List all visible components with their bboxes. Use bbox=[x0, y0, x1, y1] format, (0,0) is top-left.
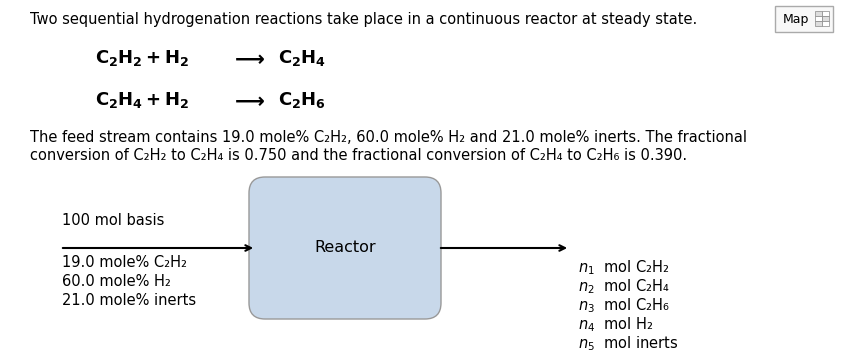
Bar bbox=[821, 21, 828, 26]
Text: 60.0 mole% H₂: 60.0 mole% H₂ bbox=[62, 274, 170, 289]
Text: 100 mol basis: 100 mol basis bbox=[62, 213, 165, 228]
Text: $\mathbf{\longrightarrow}$: $\mathbf{\longrightarrow}$ bbox=[230, 90, 265, 110]
Text: conversion of C₂H₂ to C₂H₄ is 0.750 and the fractional conversion of C₂H₄ to C₂H: conversion of C₂H₂ to C₂H₄ is 0.750 and … bbox=[30, 148, 686, 163]
FancyBboxPatch shape bbox=[249, 177, 441, 319]
Text: $\mathit{n}_{1}$  mol C₂H₂: $\mathit{n}_{1}$ mol C₂H₂ bbox=[577, 258, 668, 277]
Text: Map: Map bbox=[782, 12, 809, 25]
Text: $\mathbf{C_2H_2 + H_2}$: $\mathbf{C_2H_2 + H_2}$ bbox=[95, 48, 189, 68]
Text: $\mathbf{C_2H_4 + H_2}$: $\mathbf{C_2H_4 + H_2}$ bbox=[95, 90, 189, 110]
Bar bbox=[814, 16, 821, 21]
Text: $\mathbf{C_2H_6}$: $\mathbf{C_2H_6}$ bbox=[278, 90, 326, 110]
Text: 19.0 mole% C₂H₂: 19.0 mole% C₂H₂ bbox=[62, 255, 187, 270]
Bar bbox=[821, 11, 828, 16]
Text: 21.0 mole% inerts: 21.0 mole% inerts bbox=[62, 293, 196, 308]
Text: Reactor: Reactor bbox=[314, 241, 376, 256]
Bar bbox=[814, 21, 821, 26]
Bar bbox=[814, 11, 821, 16]
Text: $\mathit{n}_{3}$  mol C₂H₆: $\mathit{n}_{3}$ mol C₂H₆ bbox=[577, 296, 669, 315]
FancyBboxPatch shape bbox=[774, 6, 832, 32]
Text: $\mathit{n}_{4}$  mol H₂: $\mathit{n}_{4}$ mol H₂ bbox=[577, 315, 652, 334]
Text: $\mathit{n}_{2}$  mol C₂H₄: $\mathit{n}_{2}$ mol C₂H₄ bbox=[577, 277, 669, 296]
Text: $\mathit{n}_{5}$  mol inerts: $\mathit{n}_{5}$ mol inerts bbox=[577, 334, 678, 353]
Text: Two sequential hydrogenation reactions take place in a continuous reactor at ste: Two sequential hydrogenation reactions t… bbox=[30, 12, 696, 27]
Text: $\mathbf{C_2H_4}$: $\mathbf{C_2H_4}$ bbox=[278, 48, 326, 68]
Text: $\mathbf{\longrightarrow}$: $\mathbf{\longrightarrow}$ bbox=[230, 48, 265, 68]
Bar bbox=[821, 16, 828, 21]
Text: The feed stream contains 19.0 mole% C₂H₂, 60.0 mole% H₂ and 21.0 mole% inerts. T: The feed stream contains 19.0 mole% C₂H₂… bbox=[30, 130, 746, 145]
